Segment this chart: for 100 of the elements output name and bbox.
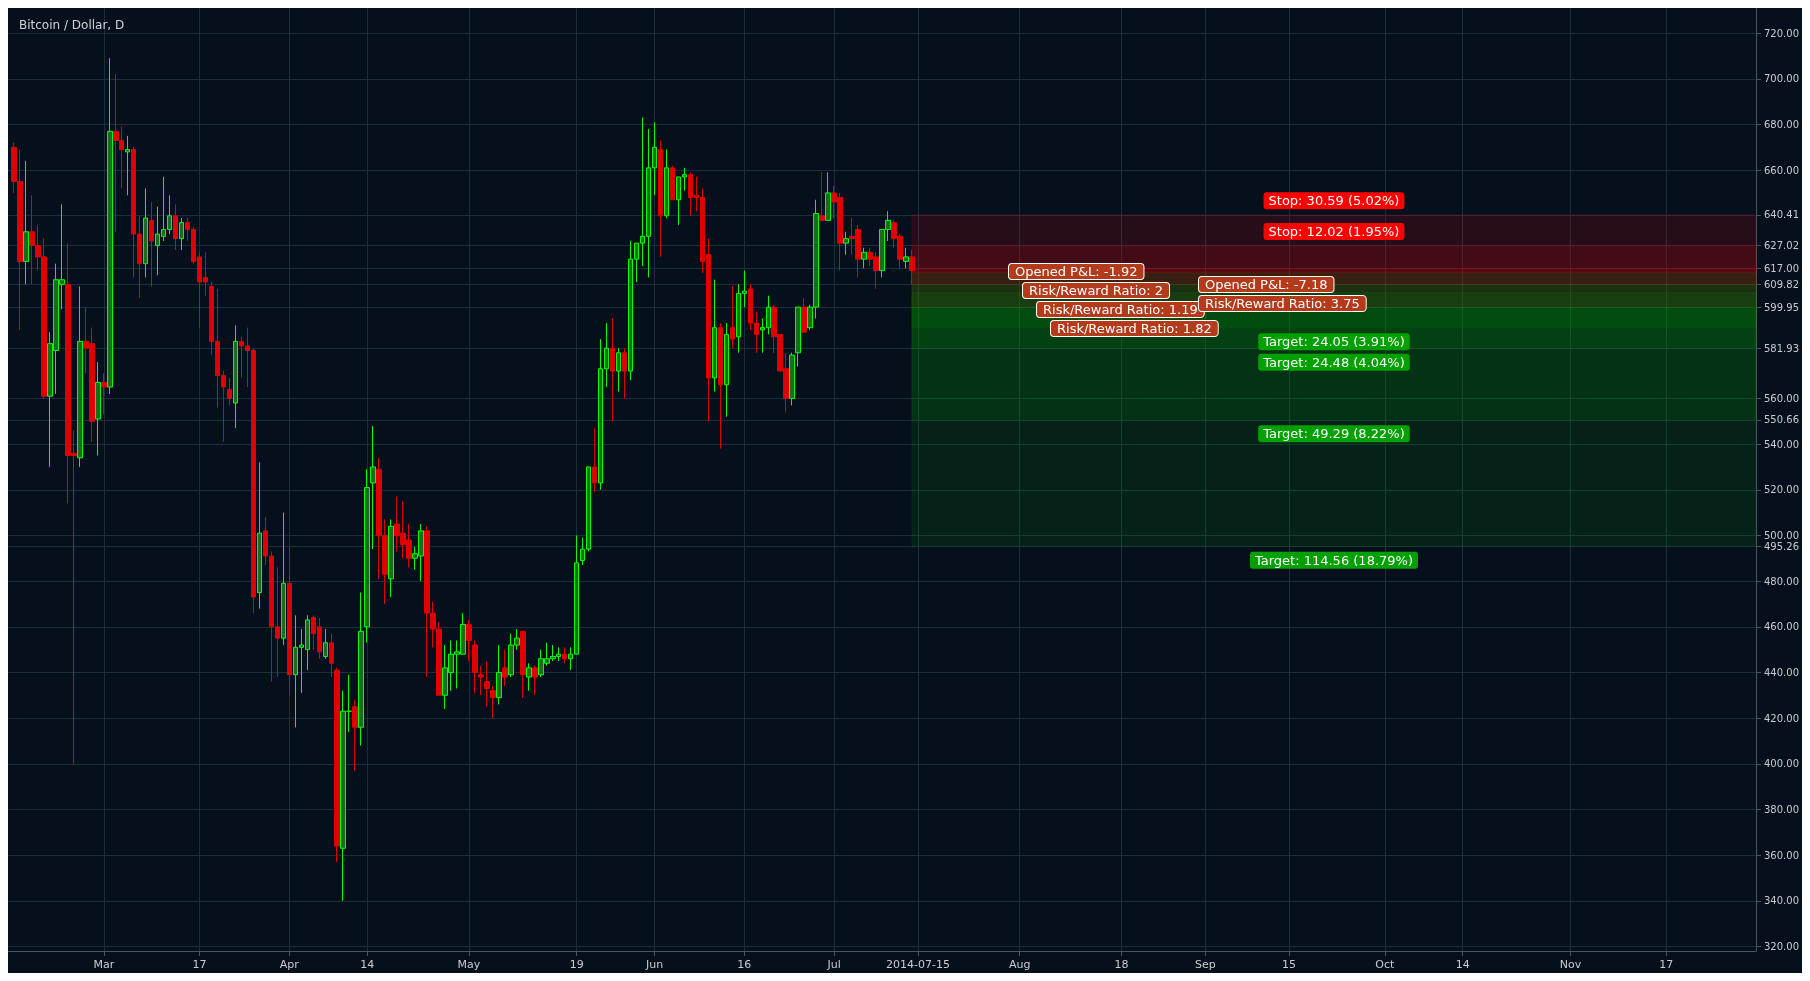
y-tick-label: 599.95: [1764, 301, 1799, 313]
candlestick: [287, 546, 292, 696]
x-tick-label: Aug: [1008, 958, 1031, 971]
y-tick-label: 609.82: [1764, 279, 1799, 291]
candlestick: [364, 468, 370, 644]
candlestick: [562, 646, 567, 664]
candlestick: [861, 247, 867, 269]
text: Bitcoin / Dollar, D: [19, 18, 125, 32]
candlestick: [496, 644, 502, 705]
annotation: Risk/Reward Ratio: 1.19: [1043, 302, 1198, 317]
y-tick-label: 480.00: [1764, 575, 1799, 587]
candlestick: [712, 279, 717, 393]
candlestick: [149, 201, 154, 288]
candlestick: [484, 660, 490, 708]
candlestick: [903, 247, 909, 269]
x-tick-label: 14: [1455, 958, 1470, 971]
band-label: Target: 49.29 (8.22%): [1262, 426, 1405, 442]
candlestick: [478, 665, 484, 696]
x-tick-label: Oct: [1375, 958, 1396, 971]
candlestick: [825, 171, 831, 221]
candlestick: [610, 318, 615, 422]
candlestick: [173, 203, 178, 251]
y-tick-label: 720.00: [1764, 27, 1799, 39]
candlestick: [819, 171, 825, 221]
band-label: Target: 24.05 (3.91%): [1262, 334, 1405, 350]
x-tick-label: May: [457, 958, 481, 971]
candlestick: [323, 628, 328, 660]
y-tick-label: 360.00: [1764, 849, 1799, 861]
y-tick-label: 640.41: [1764, 209, 1799, 221]
candlestick: [718, 322, 723, 450]
x-tick-label: Jun: [644, 958, 664, 971]
candlestick: [23, 160, 29, 285]
candlestick: [789, 352, 795, 406]
candlestick: [472, 639, 478, 694]
candlestick: [281, 512, 286, 646]
band-label: Stop: 12.02 (1.95%): [1268, 223, 1400, 239]
x-tick-label: 14: [360, 958, 375, 971]
y-tick-label: 660.00: [1764, 164, 1799, 176]
y-tick-label: 627.02: [1764, 239, 1799, 251]
x-tick-label: Sep: [1194, 958, 1216, 971]
band-label: Target: 24.48 (4.04%): [1262, 354, 1405, 370]
x-tick-label: 15: [1282, 958, 1297, 971]
candlestick: [466, 619, 472, 662]
x-tick-label: 17: [1659, 958, 1674, 971]
candlestick: [143, 187, 148, 278]
y-tick-label: 460.00: [1764, 621, 1799, 633]
y-tick-label: 540.00: [1764, 438, 1799, 450]
candlestick: [388, 518, 394, 598]
candlestick: [370, 425, 376, 550]
band-label: Stop: 30.59 (5.02%): [1268, 193, 1400, 209]
y-tick-label: 495.26: [1764, 540, 1799, 552]
candlestick: [526, 662, 532, 692]
candlestick: [179, 217, 184, 251]
candlestick: [592, 427, 597, 493]
annotation: Opened P&L: -1.92: [1015, 264, 1138, 279]
x-tick-label: Mar: [93, 958, 115, 971]
candlestick: [334, 667, 340, 863]
candlestick: [233, 324, 238, 429]
x-tick-label: Apr: [279, 958, 300, 971]
candlestick: [909, 249, 915, 285]
candlestick: [101, 372, 107, 415]
candlestick: [107, 57, 113, 395]
x-tick-label: 17: [192, 958, 207, 971]
annotation: Risk/Reward Ratio: 1.82: [1057, 321, 1212, 336]
x-tick-label: 18: [1114, 958, 1129, 971]
candlestick: [227, 377, 232, 406]
band-label: Target: 114.56 (18.79%): [1253, 552, 1413, 568]
candlestick: [658, 139, 663, 258]
candlestick: [490, 685, 496, 719]
candlestick: [257, 461, 262, 610]
candlestick: [616, 347, 621, 393]
annotation: Opened P&L: -7.18: [1205, 277, 1328, 292]
candlestick: [843, 231, 849, 256]
x-tick-label: Jul: [826, 958, 841, 971]
y-tick-label: 500.00: [1764, 529, 1799, 541]
y-tick-label: 380.00: [1764, 803, 1799, 815]
y-tick-label: 581.93: [1764, 342, 1799, 354]
x-tick-label: 16: [737, 958, 752, 971]
y-tick-label: 617.00: [1764, 262, 1799, 274]
x-tick-label: 2014-07-15: [885, 958, 950, 971]
candlestick: [795, 306, 801, 367]
candlestick: [125, 135, 130, 196]
candlestick: [352, 699, 358, 772]
y-tick-label: 340.00: [1764, 895, 1799, 907]
candlestick: [532, 665, 538, 696]
candlestick: [502, 649, 508, 687]
y-tick-label: 550.66: [1764, 414, 1799, 426]
candlestick: [329, 633, 334, 678]
candlestick: [95, 361, 101, 457]
y-tick-label: 680.00: [1764, 118, 1799, 130]
y-tick-label: 400.00: [1764, 758, 1799, 770]
y-tick-label: 520.00: [1764, 484, 1799, 496]
x-tick-label: 19: [569, 958, 584, 971]
candlestick: [664, 149, 669, 219]
candlestick: [358, 592, 364, 746]
y-tick-label: 700.00: [1764, 73, 1799, 85]
candlestick: [724, 322, 729, 418]
candlestick: [730, 286, 735, 349]
x-tick-label: Nov: [1559, 958, 1582, 971]
annotation: Risk/Reward Ratio: 3.75: [1205, 296, 1360, 311]
